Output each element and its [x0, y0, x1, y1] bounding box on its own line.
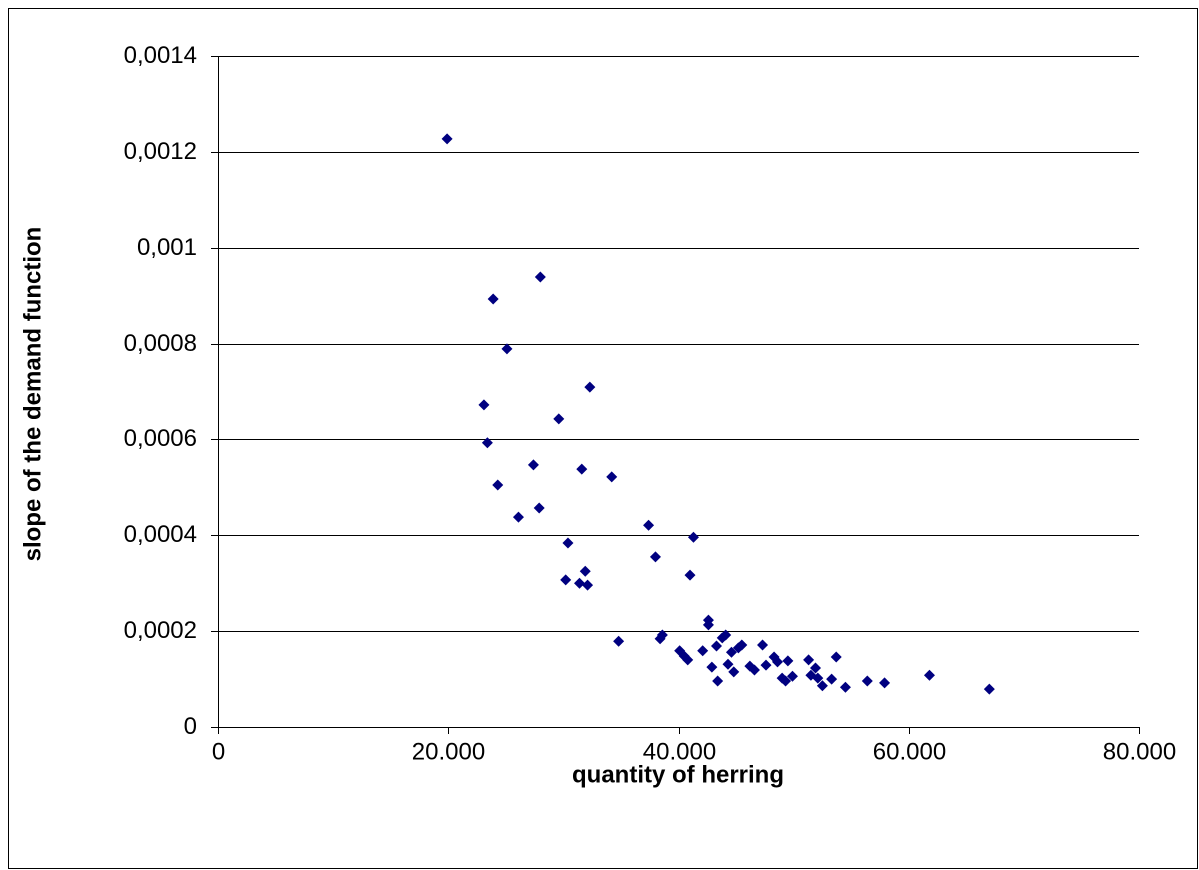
point: [573, 577, 585, 589]
y-tick-label: 0,0014: [124, 42, 197, 69]
y-tick-label: 0,0008: [124, 330, 197, 357]
y-tick-label: 0: [184, 713, 197, 740]
point: [682, 654, 694, 666]
point: [533, 502, 545, 514]
point: [481, 437, 493, 449]
point: [803, 654, 815, 666]
y-tick-label: 0,0002: [124, 617, 197, 644]
x-tick-label: 80.000: [1103, 738, 1176, 765]
y-tick-label: 0,001: [137, 234, 197, 261]
x-tick-label: 60.000: [873, 738, 946, 765]
point: [772, 656, 784, 668]
point: [760, 659, 772, 671]
point: [780, 675, 792, 687]
point: [553, 413, 565, 425]
point: [725, 646, 737, 658]
point: [643, 519, 655, 531]
point: [512, 511, 524, 523]
point: [534, 271, 546, 283]
point: [702, 614, 714, 626]
point: [757, 639, 769, 651]
point: [687, 531, 699, 543]
point: [478, 399, 490, 411]
point: [748, 664, 760, 676]
point: [527, 459, 539, 471]
point: [861, 675, 873, 687]
point: [613, 635, 625, 647]
point: [684, 569, 696, 581]
point: [576, 463, 588, 475]
point: [923, 669, 935, 681]
point: [736, 639, 748, 651]
point: [722, 658, 734, 670]
point: [782, 655, 794, 667]
point: [441, 133, 453, 145]
y-axis-title: slope of the demand function: [19, 227, 46, 562]
point: [697, 645, 709, 657]
x-axis-title: quantity of herring: [572, 761, 784, 788]
point: [560, 574, 572, 586]
point: [728, 666, 740, 678]
point: [826, 673, 838, 685]
point: [712, 675, 724, 687]
point: [584, 381, 596, 393]
point: [706, 661, 718, 673]
point: [816, 680, 828, 692]
x-tick-label: 0: [212, 738, 225, 765]
point: [879, 677, 891, 689]
point: [710, 640, 722, 652]
point: [809, 662, 821, 674]
y-tick-label: 0,0012: [124, 138, 197, 165]
point: [786, 670, 798, 682]
point: [839, 681, 851, 693]
point: [983, 683, 995, 695]
point: [649, 551, 661, 563]
chart-frame: [8, 8, 1198, 869]
point: [492, 479, 504, 491]
point: [720, 629, 732, 641]
y-tick-label: 0,0006: [124, 425, 197, 452]
point: [656, 629, 668, 641]
point: [830, 651, 842, 663]
x-tick-label: 20.000: [412, 738, 485, 765]
point: [562, 537, 574, 549]
point: [606, 471, 618, 483]
point: [501, 343, 513, 355]
point: [579, 565, 591, 577]
point: [582, 579, 594, 591]
x-tick-label: 40.000: [643, 738, 716, 765]
point: [812, 672, 824, 684]
point: [487, 293, 499, 305]
y-tick-label: 0,0004: [124, 521, 197, 548]
